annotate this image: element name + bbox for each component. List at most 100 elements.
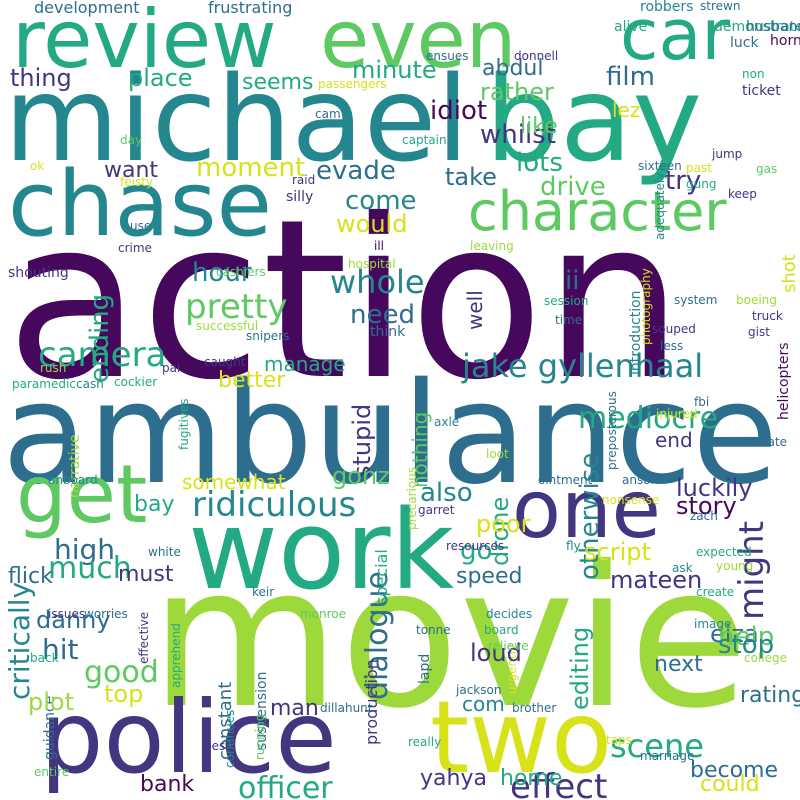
- word-ticket: ticket: [742, 83, 781, 99]
- word-use: use: [130, 219, 152, 233]
- word-want: want: [104, 158, 159, 183]
- word-like: like: [520, 114, 558, 139]
- word-white: white: [148, 545, 181, 559]
- word-camera: camera: [38, 335, 167, 375]
- word-resources: resources: [446, 539, 505, 553]
- word-danny: danny: [36, 606, 111, 634]
- word-cam: cam: [315, 107, 341, 121]
- word-marriage: marriage: [640, 749, 695, 763]
- word-home: home: [500, 766, 563, 791]
- word-souped: souped: [652, 322, 696, 336]
- word-running: running: [253, 713, 267, 760]
- word-mateen: mateen: [610, 566, 703, 594]
- word-rather: rather: [480, 78, 554, 106]
- word-tonne: tonne: [416, 623, 451, 637]
- word-expected: expected: [696, 545, 752, 559]
- word-date: date: [760, 435, 788, 449]
- word-truck: truck: [752, 309, 783, 323]
- word-crime: crime: [118, 241, 152, 255]
- word-high: high: [54, 533, 116, 566]
- word-one: one: [512, 463, 661, 556]
- word-rush: rush: [40, 361, 67, 375]
- word-caught: caught: [204, 355, 246, 369]
- word-paramedic: paramedic: [12, 377, 76, 391]
- word-hospital: hospital: [348, 257, 396, 271]
- word-speed: speed: [456, 564, 523, 589]
- word-captain: captain: [402, 133, 447, 147]
- word-board: board: [484, 623, 519, 637]
- word-session: session: [544, 294, 589, 308]
- word-cashiers: cashiers: [216, 265, 266, 279]
- word-try: try: [665, 166, 702, 196]
- word-cash: cash: [76, 377, 104, 391]
- word-garret: garret: [418, 503, 455, 517]
- word-come: come: [345, 186, 417, 216]
- word-leaving: leaving: [470, 239, 514, 253]
- word-help: help: [718, 622, 775, 652]
- word-poor: poor: [476, 510, 531, 538]
- word-com: com: [462, 692, 505, 716]
- word-day: day: [120, 133, 143, 147]
- word-taps: taps: [606, 733, 632, 747]
- word-pal: pal: [162, 361, 181, 375]
- word-loot: loot: [486, 447, 509, 461]
- word-injured: injured: [656, 407, 698, 421]
- word-frustrating: frustrating: [208, 0, 293, 17]
- word-special: special: [372, 549, 391, 605]
- word-film: film: [606, 62, 655, 92]
- word-shouting: shouting: [8, 265, 69, 281]
- word-officer: officer: [238, 771, 333, 800]
- word-character: character: [468, 180, 727, 243]
- word-apprehend: apprehend: [169, 623, 183, 688]
- word-create: create: [696, 585, 735, 599]
- word-end: end: [655, 428, 693, 452]
- word-chase: chase: [8, 152, 272, 257]
- word-precarious: precarious: [405, 466, 419, 530]
- word-plot: plot: [28, 688, 74, 716]
- word-entire: entire: [34, 765, 70, 779]
- word-two: two: [430, 679, 613, 796]
- word-horny: horny: [770, 33, 800, 49]
- word-gung: gung: [686, 177, 717, 191]
- word-drive: drive: [540, 172, 606, 202]
- word-manage: manage: [264, 352, 346, 376]
- word-rating: rating: [740, 683, 800, 708]
- word-ridiculous: ridiculous: [192, 485, 357, 525]
- word-bay: bay: [485, 50, 703, 188]
- word-ointment: ointment: [538, 473, 593, 487]
- word-zach: zach: [690, 509, 718, 523]
- word-preposterous: preposterous: [605, 391, 619, 470]
- word-go: go: [460, 536, 493, 566]
- word-ambulance: ambulance: [2, 353, 779, 516]
- word-gonz: gonz: [332, 462, 390, 490]
- word-less: less: [660, 339, 684, 353]
- word-thing: thing: [10, 64, 72, 92]
- word-back: back: [30, 651, 59, 665]
- word-script: script: [584, 538, 651, 566]
- word-action: action: [6, 172, 684, 428]
- word-even: even: [320, 0, 517, 86]
- word-husband: husband: [746, 19, 800, 35]
- word-lapd: lapd: [417, 653, 433, 684]
- word-issues: issues: [48, 607, 86, 621]
- word-jump: jump: [712, 147, 743, 161]
- word-robbers: robbers: [640, 0, 694, 15]
- word-non: non: [742, 67, 765, 81]
- word-donnell: donnell: [514, 49, 559, 63]
- word-would: would: [336, 210, 408, 238]
- word-past: past: [686, 161, 712, 175]
- word-idiot: idiot: [430, 96, 488, 126]
- word-next: next: [654, 652, 703, 677]
- word-alive: alive: [614, 19, 648, 35]
- word-keir: keir: [252, 585, 275, 599]
- word-whilst: whilst: [480, 120, 556, 150]
- word-raid: raid: [292, 173, 316, 187]
- word-bank: bank: [140, 772, 195, 797]
- word-could: could: [700, 772, 760, 797]
- word-story: story: [676, 492, 737, 520]
- word-fbi: fbi: [694, 395, 710, 409]
- word-axle: axle: [434, 415, 460, 429]
- word-car: car: [620, 0, 731, 76]
- word-passengers: passengers: [318, 77, 387, 91]
